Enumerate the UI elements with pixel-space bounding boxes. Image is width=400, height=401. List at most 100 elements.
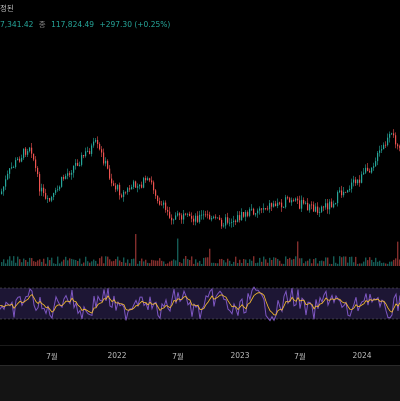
volume-bar [189, 260, 191, 266]
volume-bar [9, 256, 11, 266]
volume-bar [265, 259, 267, 266]
rsi-band [0, 288, 400, 319]
volume-bar [289, 257, 291, 266]
volume-bar [191, 256, 193, 266]
volume-bar [365, 257, 367, 266]
volume-bar [217, 263, 219, 266]
candle-body [365, 167, 367, 173]
candle-body [285, 197, 287, 208]
candle-body [245, 212, 247, 217]
volume-bar [57, 256, 59, 266]
candle-body [225, 217, 227, 226]
candle-body [313, 204, 315, 212]
volume-bar [243, 259, 245, 266]
candle-body [119, 184, 121, 196]
candle-body [99, 144, 101, 150]
volume-bar [239, 259, 241, 266]
price-chart-canvas[interactable] [0, 44, 400, 344]
candle-body [267, 208, 269, 210]
volume-bar [91, 261, 93, 266]
volume-bar [247, 263, 249, 266]
candle-body [97, 140, 99, 145]
volume-bar [333, 256, 335, 266]
volume-series [1, 234, 400, 266]
volume-bar [273, 257, 275, 266]
candle-body [219, 217, 221, 220]
volume-bar [51, 257, 53, 266]
volume-bar [367, 260, 369, 266]
volume-bar [195, 259, 197, 266]
candle-body [335, 203, 337, 204]
volume-bar [327, 257, 329, 266]
volume-bar [251, 260, 253, 266]
volume-bar [121, 262, 123, 266]
candle-body [195, 215, 197, 222]
chart-pane[interactable] [0, 44, 400, 344]
volume-bar [47, 257, 49, 266]
volume-bar [95, 260, 97, 266]
volume-bar [27, 261, 29, 266]
volume-bar [133, 258, 135, 266]
volume-bar [351, 256, 353, 266]
volume-bar [93, 259, 95, 266]
volume-bar [295, 256, 297, 266]
volume-bar [15, 262, 17, 266]
candle-body [1, 191, 3, 194]
volume-bar [149, 263, 151, 266]
candlestick-series [1, 129, 400, 229]
candle-body [331, 201, 333, 208]
candle-body [249, 209, 251, 216]
time-axis-label: 7월 [294, 352, 306, 361]
volume-bar [371, 259, 373, 266]
candle-body [323, 206, 325, 208]
volume-bar [377, 261, 379, 266]
volume-bar [255, 263, 257, 266]
candle-body [231, 222, 233, 223]
candle-body [273, 203, 275, 207]
volume-bar [81, 263, 83, 266]
volume-bar [213, 262, 215, 266]
candle-body [255, 213, 257, 215]
candle-body [71, 172, 73, 175]
candle-body [139, 184, 141, 187]
candle-body [293, 200, 295, 202]
candle-body [157, 195, 159, 202]
volume-bar [311, 263, 313, 266]
candle-body [265, 208, 267, 209]
volume-bar [275, 257, 277, 266]
volume-bar [235, 256, 237, 266]
volume-bar [53, 263, 55, 266]
candle-body [343, 191, 345, 196]
candle-body [291, 200, 293, 203]
candle-body [31, 147, 33, 154]
volume-bar [271, 259, 273, 266]
volume-bar [29, 257, 31, 266]
volume-bar [203, 257, 205, 266]
volume-bar [3, 259, 5, 266]
volume-bar [101, 256, 103, 266]
candle-body [211, 218, 213, 220]
candle-body [91, 145, 93, 154]
volume-bar [393, 259, 395, 266]
candle-body [55, 190, 57, 193]
ohlc-readout: 7,341.42 종 117,824.49 +297.30 (+0.25%) [0, 18, 173, 32]
time-axis-label: 2023 [230, 351, 250, 360]
volume-bar [123, 257, 125, 266]
volume-bar [169, 261, 171, 266]
volume-bar [37, 260, 39, 266]
volume-bar [383, 262, 385, 266]
candle-body [209, 214, 211, 220]
volume-bar [331, 263, 333, 266]
volume-bar [87, 261, 89, 266]
candle-body [229, 222, 231, 224]
candle-body [23, 148, 25, 158]
candle-body [125, 191, 127, 193]
volume-bar [281, 263, 283, 266]
volume-bar [337, 263, 339, 266]
volume-bar [89, 262, 91, 266]
candle-body [51, 197, 53, 201]
close-value: 117,824.49 [51, 20, 95, 29]
time-axis[interactable]: 7월 2022 7월 2023 7월 2024 [0, 345, 400, 366]
volume-bar [7, 259, 9, 266]
candle-body [105, 160, 107, 164]
